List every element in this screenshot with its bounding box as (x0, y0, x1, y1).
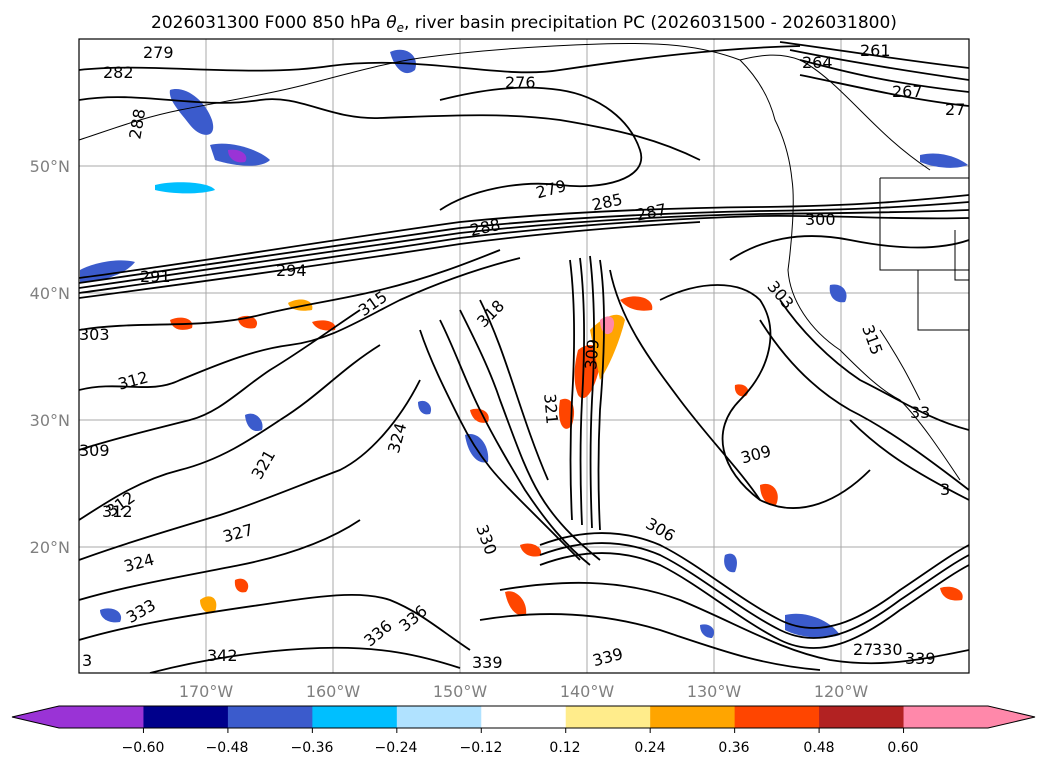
colorbar-tick-label: 0.60 (887, 740, 918, 756)
lon-label-120w: 120°W (814, 682, 869, 701)
colorbar-extend-max (988, 706, 1035, 728)
longitude-labels: 170°W 160°W 150°W 140°W 130°W 120°W (179, 682, 869, 701)
colorbar-segment (565, 706, 651, 728)
contour-label: 300 (805, 210, 836, 229)
contour-label: 342 (207, 646, 238, 665)
contour-label: 309 (581, 338, 603, 370)
colorbar-segment (143, 706, 229, 728)
colorbar-tick-label: 0.12 (549, 740, 580, 756)
colorbar-extend-min (12, 706, 59, 728)
contour-label: 339 (905, 649, 936, 668)
colorbar-tick-label: −0.48 (206, 740, 249, 756)
contour-label: 27 (853, 640, 873, 659)
colorbar-segment (396, 706, 482, 728)
map-frame (78, 38, 970, 674)
latitude-labels: 50°N 40°N 30°N 20°N (30, 157, 70, 557)
lon-label-150w: 150°W (433, 682, 488, 701)
colorbar-tick-label: −0.24 (375, 740, 418, 756)
colorbar-tick-label: 0.24 (634, 740, 665, 756)
contour-label: 261 (860, 41, 891, 60)
contour-label: 264 (802, 53, 833, 72)
lat-label-50n: 50°N (30, 157, 70, 176)
colorbar-segment (650, 706, 736, 728)
lon-label-140w: 140°W (560, 682, 615, 701)
graticule (79, 39, 969, 673)
colorbar-segment (59, 706, 144, 728)
lon-label-160w: 160°W (306, 682, 361, 701)
contour-label: 339 (472, 653, 503, 672)
contour-label: 27 (945, 100, 965, 119)
colorbar-tick-label: −0.36 (291, 740, 334, 756)
contour-label: 279 (143, 43, 174, 62)
colorbar-segment (819, 706, 905, 728)
contour-label: 282 (103, 63, 134, 82)
contour-label: 321 (540, 393, 562, 425)
contour-label: 3 (940, 480, 950, 499)
map-panel: 279 282 288 276 267 261 264 27 279 285 2… (79, 39, 969, 673)
contour-label: 291 (140, 267, 171, 286)
colorbar-tick-label: 0.36 (718, 740, 749, 756)
colorbar-tick-label: −0.60 (122, 740, 165, 756)
colorbar-segment (734, 706, 820, 728)
colorbar-segment (312, 706, 398, 728)
colorbar-ticks: −0.60 −0.48 −0.36 −0.24 −0.12 0.12 0.24 … (122, 740, 919, 756)
lat-label-40n: 40°N (30, 284, 70, 303)
contour-label: 3 (82, 651, 92, 670)
coastlines (79, 42, 969, 481)
contour-label: 294 (276, 261, 307, 280)
colorbar-tick-label: −0.12 (460, 740, 503, 756)
colorbar-outline (11, 705, 1036, 729)
contour-label: 309 (79, 441, 110, 460)
colorbar (11, 705, 1036, 733)
colorbar-segment (481, 706, 567, 728)
contour-label: 330 (872, 640, 903, 659)
lat-label-30n: 30°N (30, 411, 70, 430)
lon-label-170w: 170°W (179, 682, 234, 701)
lat-label-20n: 20°N (30, 538, 70, 557)
contour-label: 33 (910, 403, 930, 422)
lon-label-130w: 130°W (687, 682, 742, 701)
contour-label: 276 (505, 73, 536, 92)
contour-label: 267 (892, 82, 923, 101)
theta-e-contours (79, 41, 969, 673)
contour-label: 312 (102, 502, 133, 521)
figure-title: 2026031300 F000 850 hPa θe, river basin … (151, 13, 897, 35)
contour-label: 303 (79, 325, 110, 344)
colorbar-tick-label: 0.48 (803, 740, 834, 756)
colorbar-segment (227, 706, 313, 728)
colorbar-segment (903, 706, 989, 728)
